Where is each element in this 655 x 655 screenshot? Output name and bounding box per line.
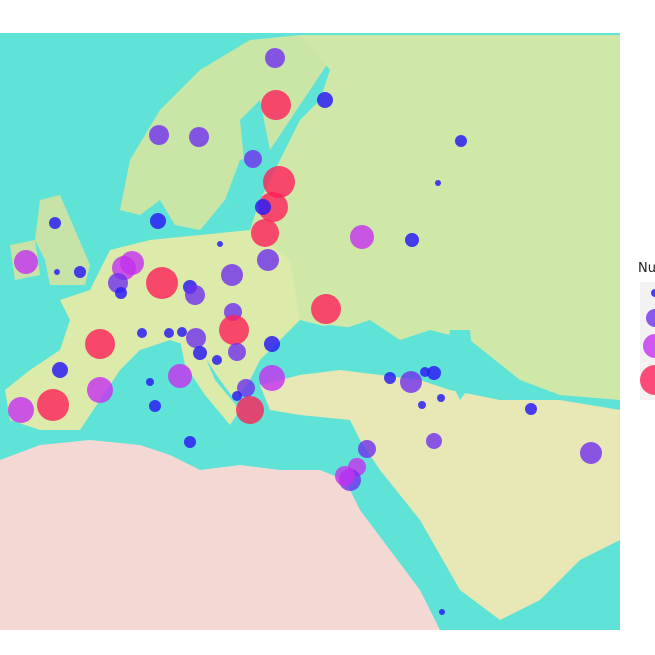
point [418, 401, 426, 409]
point [400, 371, 422, 393]
point [54, 269, 60, 275]
point [264, 336, 280, 352]
legend-key [651, 289, 655, 297]
point [236, 396, 264, 424]
point [146, 378, 154, 386]
point [437, 394, 445, 402]
points [8, 48, 602, 615]
point [8, 397, 34, 423]
legend-title: Nu [638, 261, 655, 276]
land [180, 340, 240, 425]
point [164, 328, 174, 338]
legend-key [640, 365, 655, 395]
land [120, 35, 330, 230]
point [257, 249, 279, 271]
point [115, 287, 127, 299]
point [358, 440, 376, 458]
point [455, 135, 467, 147]
point [263, 166, 295, 198]
point [311, 294, 341, 324]
point [261, 90, 291, 120]
point [146, 267, 178, 299]
point [580, 442, 602, 464]
legend: Nu [638, 261, 655, 400]
point [255, 199, 271, 215]
sea [445, 330, 475, 400]
point [150, 213, 166, 229]
point [168, 364, 192, 388]
sea [240, 100, 270, 190]
legend-key [643, 334, 655, 358]
point [14, 250, 38, 274]
point [335, 466, 355, 486]
point [405, 233, 419, 247]
point [87, 377, 113, 403]
point [37, 389, 69, 421]
point [189, 127, 209, 147]
land [35, 195, 90, 285]
point [52, 362, 68, 378]
point [251, 219, 279, 247]
point [259, 365, 285, 391]
point [232, 391, 242, 401]
point [217, 241, 223, 247]
point [74, 266, 86, 278]
land [260, 370, 620, 620]
point [149, 400, 161, 412]
point [186, 328, 206, 348]
point [219, 315, 249, 345]
point [525, 403, 537, 415]
land [0, 440, 440, 630]
point [350, 225, 374, 249]
point [212, 355, 222, 365]
point [237, 379, 255, 397]
point [221, 264, 243, 286]
point [49, 217, 61, 229]
point [439, 609, 445, 615]
point [137, 328, 147, 338]
point [427, 366, 441, 380]
point [149, 125, 169, 145]
point [317, 92, 333, 108]
point [244, 150, 262, 168]
point [177, 327, 187, 337]
point [85, 329, 115, 359]
point [426, 433, 442, 449]
point [184, 436, 196, 448]
sea [290, 325, 380, 365]
point [384, 372, 396, 384]
point [435, 180, 441, 186]
legend-key [646, 309, 655, 327]
point [193, 346, 207, 360]
point [265, 48, 285, 68]
point [185, 285, 205, 305]
point [228, 343, 246, 361]
